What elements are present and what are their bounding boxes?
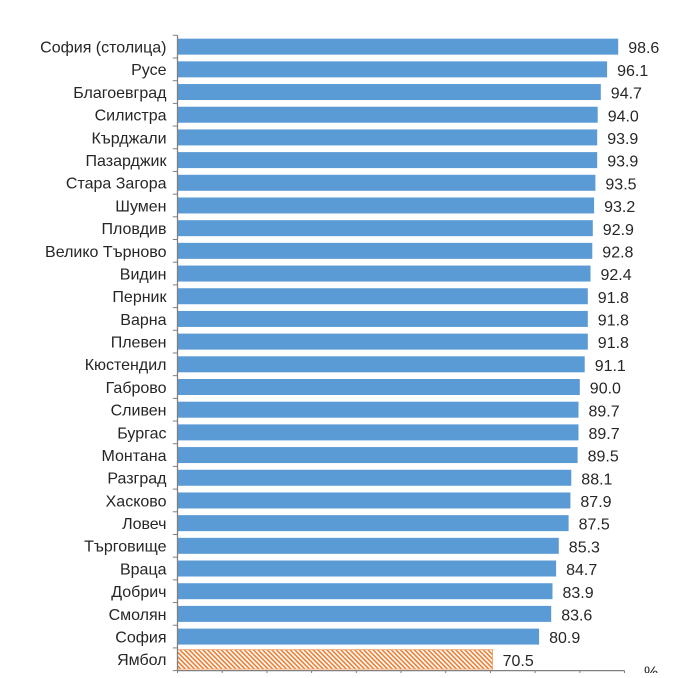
svg-text:Стара Загора: Стара Загора [66, 176, 167, 193]
svg-text:89.5: 89.5 [588, 449, 619, 466]
svg-text:91.8: 91.8 [598, 290, 629, 307]
svg-text:92.8: 92.8 [602, 244, 633, 261]
svg-text:91.1: 91.1 [595, 358, 626, 375]
svg-text:Плевен: Плевен [111, 335, 167, 352]
svg-text:%: % [644, 665, 658, 674]
svg-text:98.6: 98.6 [628, 40, 659, 57]
svg-text:Враца: Враца [120, 561, 167, 578]
svg-text:Перник: Перник [112, 289, 167, 306]
svg-text:София: София [115, 629, 166, 646]
svg-text:Сливен: Сливен [111, 403, 167, 420]
svg-text:Смолян: Смолян [109, 607, 167, 624]
svg-text:Ямбол: Ямбол [117, 652, 166, 669]
svg-text:Благоевград: Благоевград [73, 85, 167, 102]
svg-text:92.4: 92.4 [601, 267, 632, 284]
svg-text:91.8: 91.8 [598, 335, 629, 352]
svg-text:Търговище: Търговище [84, 539, 166, 556]
svg-text:96.1: 96.1 [617, 63, 648, 80]
svg-text:85.3: 85.3 [569, 539, 600, 556]
svg-text:Бургас: Бургас [117, 425, 166, 442]
svg-text:Разград: Разград [107, 471, 167, 488]
svg-text:Габрово: Габрово [106, 380, 167, 397]
svg-text:Силистра: Силистра [95, 108, 167, 125]
svg-text:Русе: Русе [131, 62, 166, 79]
svg-text:87.5: 87.5 [579, 517, 610, 534]
svg-text:94.7: 94.7 [611, 86, 642, 103]
svg-text:93.9: 93.9 [607, 154, 638, 171]
svg-text:София (столица): София (столица) [40, 40, 166, 57]
svg-text:Пазарджик: Пазарджик [86, 153, 168, 170]
svg-text:83.6: 83.6 [561, 608, 592, 625]
svg-text:Хасково: Хасково [106, 493, 167, 510]
svg-text:84.7: 84.7 [566, 562, 597, 579]
svg-text:Шумен: Шумен [115, 198, 166, 215]
svg-text:Кюстендил: Кюстендил [85, 357, 167, 374]
svg-text:Ловеч: Ловеч [122, 516, 166, 533]
svg-text:83.9: 83.9 [563, 585, 594, 602]
svg-text:Монтана: Монтана [101, 448, 166, 465]
svg-text:93.9: 93.9 [607, 131, 638, 148]
svg-text:91.8: 91.8 [598, 313, 629, 330]
svg-text:70.5: 70.5 [503, 653, 534, 670]
svg-text:Кърджали: Кърджали [91, 130, 166, 147]
svg-text:88.1: 88.1 [581, 471, 612, 488]
svg-text:90.0: 90.0 [590, 381, 621, 398]
svg-text:94.0: 94.0 [608, 108, 639, 125]
svg-text:80.9: 80.9 [549, 630, 580, 647]
svg-text:Пловдив: Пловдив [101, 221, 166, 238]
svg-text:89.7: 89.7 [589, 426, 620, 443]
svg-text:93.2: 93.2 [604, 199, 635, 216]
svg-text:89.7: 89.7 [589, 403, 620, 420]
svg-text:87.9: 87.9 [580, 494, 611, 511]
svg-text:Велико Търново: Велико Търново [45, 244, 167, 261]
svg-text:Варна: Варна [120, 312, 166, 329]
svg-text:93.5: 93.5 [605, 176, 636, 193]
svg-text:Добрич: Добрич [111, 584, 166, 601]
svg-text:Видин: Видин [120, 266, 167, 283]
svg-text:92.9: 92.9 [603, 222, 634, 239]
